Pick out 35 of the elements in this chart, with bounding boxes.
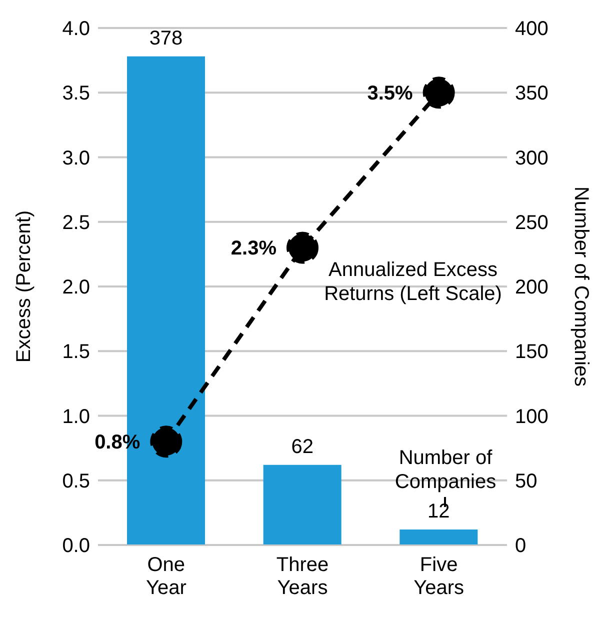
data-label: 12 xyxy=(428,500,450,522)
y2-tick-label: 150 xyxy=(515,341,548,364)
x-tick-label: One Year xyxy=(146,554,187,599)
series-label: Annualized Excess Returns (Left Scale) xyxy=(324,259,502,305)
y-axis-title: Excess (Percent) xyxy=(13,210,36,363)
x-tick-label: Three Years xyxy=(276,554,329,599)
y-tick-label: 1.0 xyxy=(62,406,90,428)
data-label: 378 xyxy=(149,27,183,50)
y-tick-label: 0.0 xyxy=(62,535,90,558)
y2-tick-label: 250 xyxy=(515,212,548,234)
bar xyxy=(400,529,478,545)
x-tick-label: Five Years xyxy=(414,554,464,599)
point xyxy=(286,232,318,264)
y-tick-label: 0.5 xyxy=(62,470,90,492)
y2-tick-label: 0 xyxy=(515,535,526,558)
y2-axis-title: Number of Companies xyxy=(570,186,592,387)
y-tick-label: 2.5 xyxy=(62,212,90,234)
y2-tick-label: 300 xyxy=(515,147,548,170)
y-tick-label: 2.0 xyxy=(62,276,90,299)
y-tick-label: 3.5 xyxy=(62,82,90,105)
y2-tick-label: 400 xyxy=(515,18,548,40)
y2-tick-label: 200 xyxy=(515,276,548,299)
data-label: 3.5% xyxy=(367,82,414,105)
series-label: Number of Companies xyxy=(394,446,498,494)
point xyxy=(150,426,182,458)
data-label: 62 xyxy=(291,436,314,458)
data-label: 2.3% xyxy=(230,238,277,260)
y2-tick-label: 100 xyxy=(515,406,548,428)
y-tick-label: 4.0 xyxy=(62,18,90,40)
y2-tick-label: 350 xyxy=(515,82,548,105)
y2-tick-label: 50 xyxy=(515,470,538,492)
y-tick-label: 1.5 xyxy=(62,341,90,364)
y-tick-label: 3.0 xyxy=(62,147,90,170)
bar xyxy=(263,464,342,545)
point xyxy=(422,76,455,109)
